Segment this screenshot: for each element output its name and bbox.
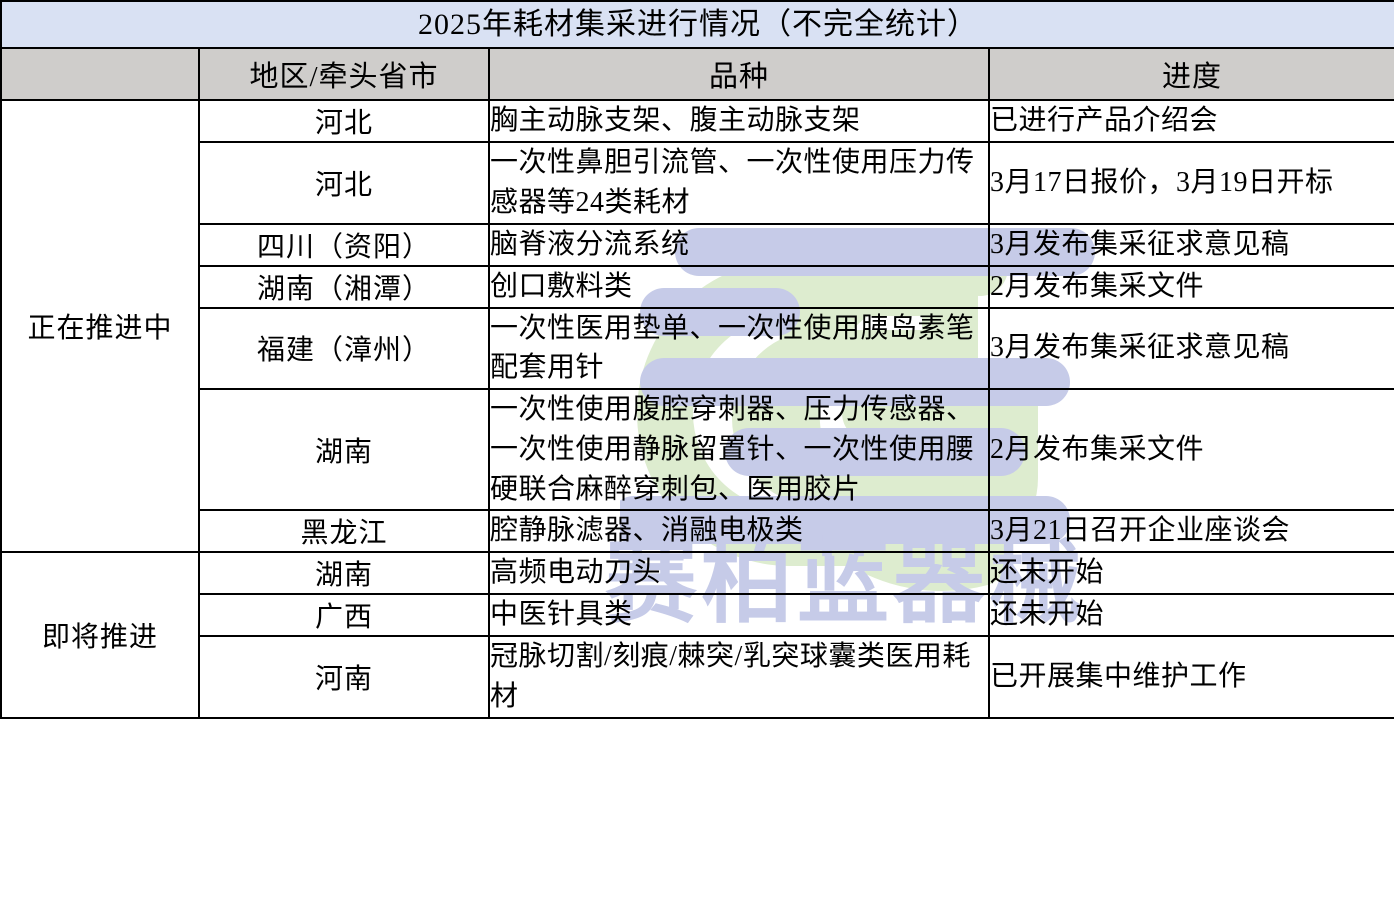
table-header-row: 地区/牵头省市 品种 进度: [0, 47, 1394, 101]
region-cell: 黑龙江: [198, 509, 490, 554]
page-title: 2025年耗材集采进行情况（不完全统计）: [0, 0, 1394, 49]
progress-cell: 3月21日召开企业座谈会: [988, 509, 1394, 554]
region-cell: 湖南（湘潭）: [198, 264, 490, 309]
item-cell: 中医针具类: [488, 593, 990, 638]
item-cell: 一次性鼻胆引流管、一次性使用压力传感器等24类耗材: [488, 141, 990, 225]
group-label-in-progress: 正在推进中: [0, 98, 200, 554]
progress-cell: 还未开始: [988, 551, 1394, 596]
table-row: 四川（资阳） 脑脊液分流系统 3月发布集采征求意见稿: [1, 222, 1394, 267]
item-cell: 胸主动脉支架、腹主动脉支架: [488, 99, 990, 143]
item-cell: 一次性使用腹腔穿刺器、压力传感器、一次性使用静脉留置针、一次性使用腰硬联合麻醉穿…: [488, 387, 990, 512]
table-row: 湖南 一次性使用腹腔穿刺器、压力传感器、一次性使用静脉留置针、一次性使用腰硬联合…: [1, 387, 1394, 512]
region-cell: 河南: [198, 635, 490, 719]
table-row: 广西 中医针具类 还未开始: [1, 593, 1394, 638]
region-cell: 四川（资阳）: [198, 222, 490, 267]
column-header-item: 品种: [488, 47, 990, 101]
table-row: 河北 一次性鼻胆引流管、一次性使用压力传感器等24类耗材 3月17日报价，3月1…: [1, 141, 1394, 225]
progress-cell: 已进行产品介绍会: [988, 99, 1394, 143]
table-row: 湖南（湘潭） 创口敷料类 2月发布集采文件: [1, 264, 1394, 309]
item-cell: 腔静脉滤器、消融电极类: [488, 509, 990, 554]
column-header-progress: 进度: [988, 47, 1394, 101]
table-row: 正在推进中 河北 胸主动脉支架、腹主动脉支架 已进行产品介绍会: [0, 98, 1394, 554]
item-cell: 脑脊液分流系统: [488, 222, 990, 267]
progress-cell: 3月发布集采征求意见稿: [988, 306, 1394, 390]
header-corner-cell: [0, 47, 200, 101]
group-label-upcoming: 即将推进: [0, 551, 200, 719]
item-cell: 高频电动刀头: [488, 551, 990, 596]
progress-cell: 3月发布集采征求意见稿: [988, 222, 1394, 267]
progress-cell: 3月17日报价，3月19日开标: [988, 141, 1394, 225]
region-cell: 湖南: [198, 551, 490, 596]
progress-cell: 2月发布集采文件: [988, 387, 1394, 512]
table-row: 黑龙江 腔静脉滤器、消融电极类 3月21日召开企业座谈会: [1, 509, 1394, 554]
table-title-row: 2025年耗材集采进行情况（不完全统计）: [0, 0, 1394, 49]
item-cell: 创口敷料类: [488, 264, 990, 309]
region-cell: 广西: [198, 593, 490, 638]
item-cell: 一次性医用垫单、一次性使用胰岛素笔配套用针: [488, 306, 990, 390]
column-header-region: 地区/牵头省市: [198, 47, 490, 101]
progress-cell: 还未开始: [988, 593, 1394, 638]
progress-cell: 2月发布集采文件: [988, 264, 1394, 309]
region-cell: 福建（漳州）: [198, 306, 490, 390]
item-cell: 冠脉切割/刻痕/棘突/乳突球囊类医用耗材: [488, 635, 990, 719]
region-cell: 河北: [198, 141, 490, 225]
region-cell: 河北: [198, 99, 490, 143]
region-cell: 湖南: [198, 387, 490, 512]
table-row: 福建（漳州） 一次性医用垫单、一次性使用胰岛素笔配套用针 3月发布集采征求意见稿: [1, 306, 1394, 390]
table-row: 河南 冠脉切割/刻痕/棘突/乳突球囊类医用耗材 已开展集中维护工作: [1, 635, 1394, 719]
table-row: 即将推进 湖南 高频电动刀头 还未开始: [0, 551, 1394, 719]
consumables-procurement-table: 2025年耗材集采进行情况（不完全统计） 地区/牵头省市 品种 进度 正在推进中…: [0, 0, 1394, 719]
progress-cell: 已开展集中维护工作: [988, 635, 1394, 719]
